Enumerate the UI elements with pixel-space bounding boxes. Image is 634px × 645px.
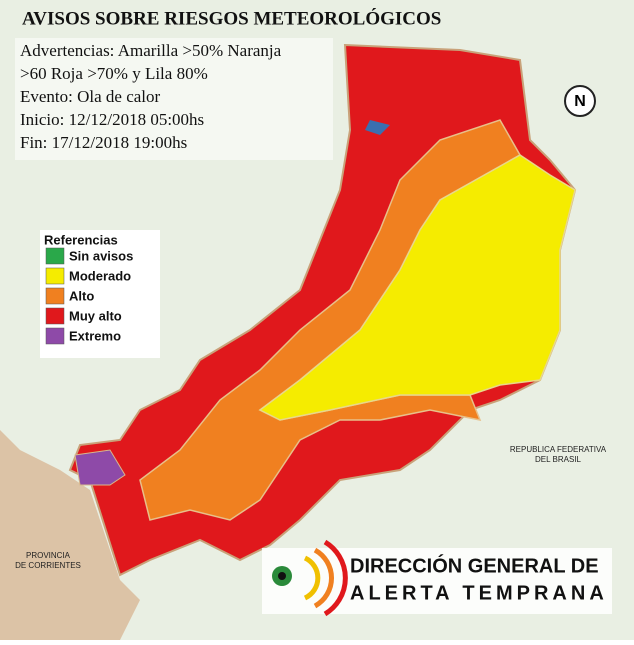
info: Advertencias: Amarilla >50% Naranja >60 R…: [20, 41, 282, 152]
info-line: Fin: 17/12/2018 19:00hs: [20, 133, 187, 152]
info-line: Advertencias: Amarilla >50% Naranja: [20, 41, 282, 60]
legend-label: Sin avisos: [69, 248, 133, 263]
legend-label: Extremo: [69, 328, 121, 343]
brasil-label: DEL BRASIL: [535, 455, 581, 464]
info-box: [15, 38, 333, 160]
logo-arc: [323, 539, 348, 617]
logo-arc: [313, 547, 334, 609]
logo-arc: [303, 555, 321, 601]
legend-swatch: [45, 287, 65, 305]
info-line: Evento: Ola de calor: [20, 87, 161, 106]
legend-swatch: [45, 307, 65, 325]
legend-swatch: [45, 267, 65, 285]
legend-label: Muy alto: [69, 308, 122, 323]
logo-dot: [278, 572, 286, 580]
corrientes-area: [0, 430, 140, 640]
north-label: N: [574, 93, 586, 110]
legend: Sin avisos Moderado Alto Muy alto Extremo: [45, 247, 133, 345]
lake: [365, 120, 390, 135]
north-arrow: [564, 85, 596, 117]
corrientes-label: PROVINCIA: [26, 551, 71, 560]
region-extremo: [74, 449, 126, 486]
region-moderado: [258, 154, 576, 421]
legend-label: Moderado: [69, 268, 131, 283]
title: AVISOS SOBRE RIESGOS METEOROLÓGICOS: [22, 7, 441, 29]
info-line: Inicio: 12/12/2018 05:00hs: [20, 110, 204, 129]
logo-line2: ALERTA TEMPRANA: [350, 582, 608, 604]
logo: DIRECCIÓN GENERAL DE ALERTA TEMPRANA: [262, 539, 612, 617]
legend-title: Referencias: [44, 232, 118, 247]
corrientes-label: DE CORRIENTES: [15, 561, 81, 570]
legend-label: Alto: [69, 288, 94, 303]
legend-swatch: [45, 247, 65, 265]
info-line: >60 Roja >70% y Lila 80%: [20, 64, 208, 83]
legend-swatch: [45, 327, 65, 345]
brasil-label: REPUBLICA FEDERATIVA: [510, 445, 607, 454]
logo-line1: DIRECCIÓN GENERAL DE: [350, 553, 599, 577]
